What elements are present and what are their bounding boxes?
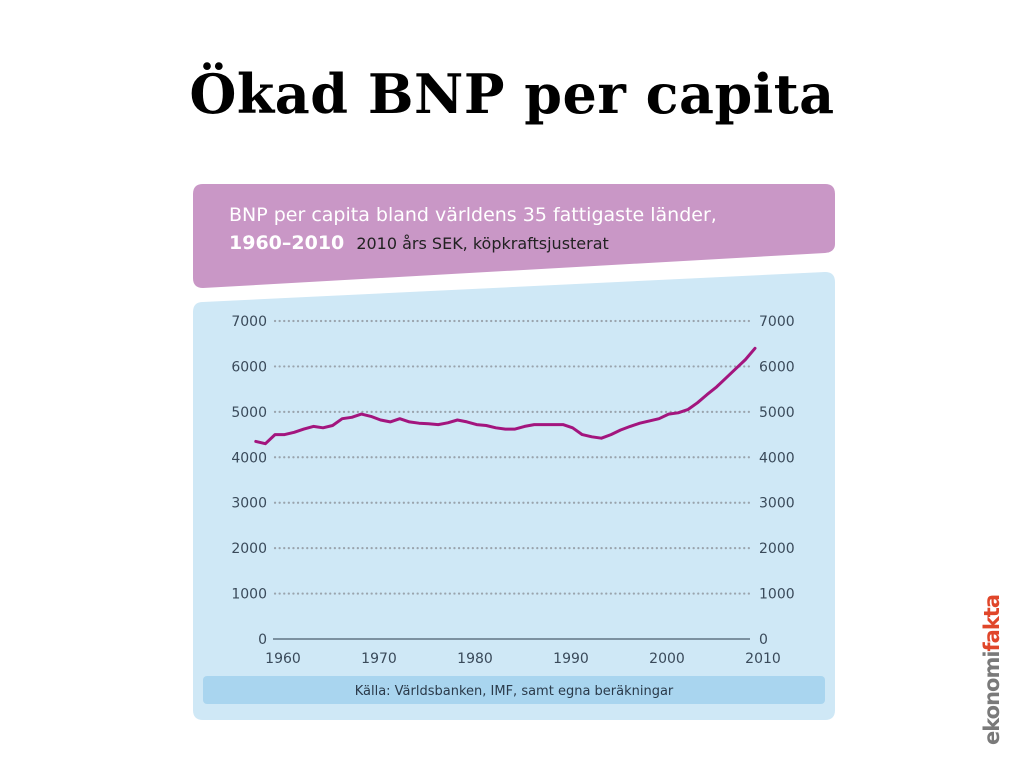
y-tick-label-right: 1000	[759, 587, 795, 603]
chart-title-years: 1960–2010	[229, 232, 344, 254]
source-text: Källa: Världsbanken, IMF, samt egna berä…	[355, 684, 674, 699]
y-tick-label-right: 0	[759, 632, 768, 648]
slide-title: Ökad BNP per capita	[189, 62, 835, 126]
chart-subtitle: 2010 års SEK, köpkraftsjusterat	[356, 234, 608, 253]
y-tick-label-left: 1000	[231, 587, 267, 603]
brand-logo-part1: ekonomi	[980, 651, 1004, 745]
y-tick-label-left: 5000	[231, 405, 267, 421]
y-tick-label-left: 0	[258, 632, 267, 648]
chart-title: BNP per capita bland världens 35 fattiga…	[229, 204, 717, 226]
chart-header-band	[193, 184, 835, 288]
chart: BNP per capita bland världens 35 fattiga…	[193, 184, 835, 720]
series-line	[254, 346, 757, 446]
y-tick-label-right: 3000	[759, 496, 795, 512]
x-tick-label: 1980	[457, 651, 493, 667]
y-tick-label-right: 5000	[759, 405, 795, 421]
x-tick-label: 1990	[553, 651, 589, 667]
y-tick-label-left: 4000	[231, 450, 267, 466]
brand-logo-part2: fakta	[980, 594, 1004, 652]
chart-title-line2: 1960–2010 2010 års SEK, köpkraftsjustera…	[229, 232, 609, 254]
x-tick-label: 2000	[649, 651, 685, 667]
series-layer	[254, 346, 757, 446]
grid	[273, 319, 752, 595]
x-tick-label: 1960	[265, 651, 301, 667]
x-tick-label: 2010	[745, 651, 781, 667]
y-tick-label-left: 2000	[231, 541, 267, 557]
axes: 0 0 1000 1000 2000 2000 3000 3000 4000 4000 5000 50…	[231, 314, 794, 667]
y-tick-label-left: 6000	[231, 359, 267, 375]
y-tick-label-left: 3000	[231, 496, 267, 512]
plot-background	[193, 272, 835, 720]
y-tick-label-right: 2000	[759, 541, 795, 557]
source-band	[203, 676, 825, 704]
y-tick-label-right: 7000	[759, 314, 795, 330]
y-tick-label-right: 6000	[759, 359, 795, 375]
x-tick-label: 1970	[361, 651, 397, 667]
y-tick-label-right: 4000	[759, 450, 795, 466]
y-tick-label-left: 7000	[231, 314, 267, 330]
brand-logo: ekonomifakta	[980, 595, 1004, 745]
